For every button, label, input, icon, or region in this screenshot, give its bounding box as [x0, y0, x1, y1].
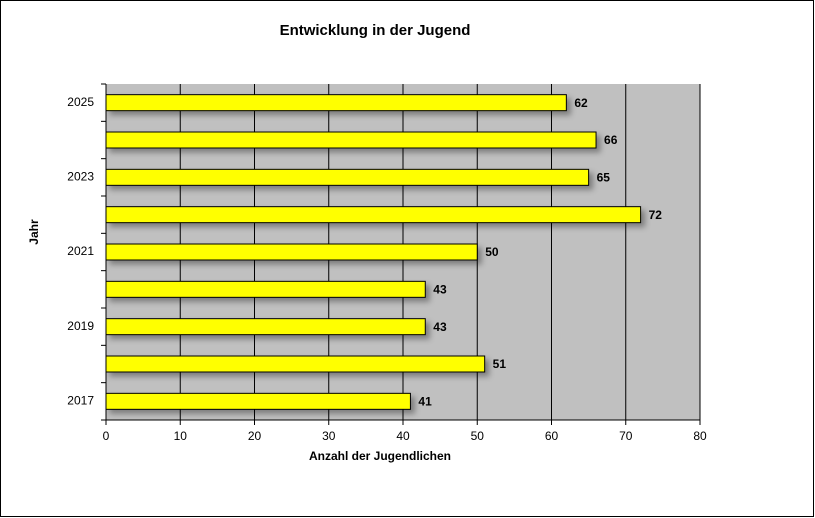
- y-axis-label: Jahr: [27, 219, 41, 245]
- bar: [105, 131, 597, 149]
- y-tick-label: 2017: [67, 394, 94, 408]
- bar: [105, 280, 426, 298]
- bar: [105, 392, 411, 410]
- chart-title: Entwicklung in der Jugend: [280, 22, 471, 39]
- value-label: 51: [493, 357, 507, 371]
- value-label: 66: [604, 133, 618, 147]
- bar: [105, 168, 590, 186]
- value-label: 72: [649, 208, 663, 222]
- x-tick-label: 70: [619, 429, 633, 443]
- value-label: 50: [485, 245, 499, 259]
- bar: [105, 355, 486, 373]
- y-tick-label: 2023: [67, 170, 94, 184]
- value-label: 43: [433, 320, 447, 334]
- bar: [105, 94, 567, 112]
- value-label: 41: [418, 395, 432, 409]
- x-tick-label: 80: [693, 429, 707, 443]
- x-tick-label: 60: [545, 429, 559, 443]
- value-label: 62: [574, 96, 588, 110]
- bar: [105, 243, 478, 261]
- bar: [105, 206, 642, 224]
- value-label: 65: [597, 171, 611, 185]
- x-tick-label: 20: [248, 429, 262, 443]
- x-tick-label: 0: [103, 429, 110, 443]
- x-tick-label: 30: [322, 429, 336, 443]
- value-label: 43: [433, 283, 447, 297]
- y-tick-label: 2019: [67, 319, 94, 333]
- y-tick-label: 2025: [67, 95, 94, 109]
- x-tick-label: 40: [396, 429, 410, 443]
- x-tick-label: 10: [174, 429, 188, 443]
- x-axis-label: Anzahl der Jugendlichen: [309, 449, 451, 463]
- bar: [105, 318, 426, 336]
- x-tick-label: 50: [471, 429, 485, 443]
- y-tick-label: 2021: [67, 244, 94, 258]
